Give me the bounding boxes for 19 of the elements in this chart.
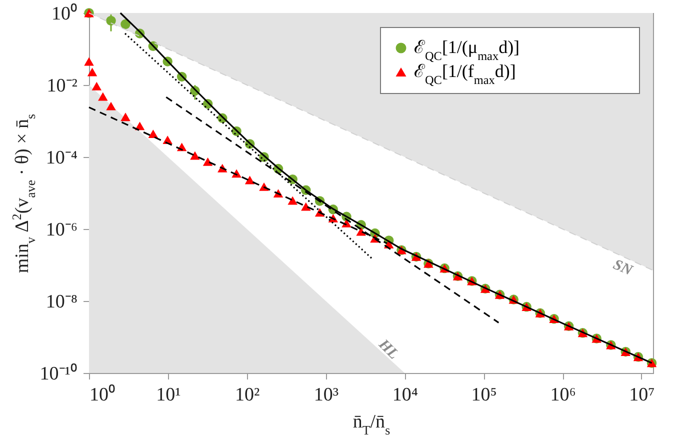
y-tick-label: 10⁻⁶ — [46, 220, 78, 240]
annotation: SN — [610, 256, 636, 280]
x-tick-label: 10² — [234, 384, 260, 406]
y-tick-label: 10⁻⁴ — [46, 148, 78, 168]
y-tick-label: 10⁻¹⁰ — [40, 362, 78, 384]
x-tick-label: 10⁶ — [550, 384, 576, 406]
annotation: HL — [374, 336, 402, 363]
x-tick-label: 10⁵ — [471, 384, 497, 406]
x-axis-title: n̄$_{T}$/n̄$_{s}$ — [352, 412, 390, 438]
x-tick-label: 10⁴ — [392, 384, 418, 406]
legend-label: ℰ$_{QC}$[1/(μ$_{max}$d)] — [414, 37, 520, 63]
y-tick-label: 10⁻⁸ — [46, 292, 78, 312]
y-tick-label: 10⁰ — [52, 2, 78, 24]
y-tick-label: 10⁻² — [46, 76, 78, 96]
legend-label: ℰ$_{QC}$[1/(f$_{max}$d)] — [414, 61, 516, 87]
x-tick-label: 10³ — [314, 384, 339, 406]
x-tick-label: 10⁷ — [629, 384, 655, 406]
x-tick-label: 10¹ — [156, 384, 182, 406]
x-tick-label: 10⁰ — [90, 384, 116, 406]
